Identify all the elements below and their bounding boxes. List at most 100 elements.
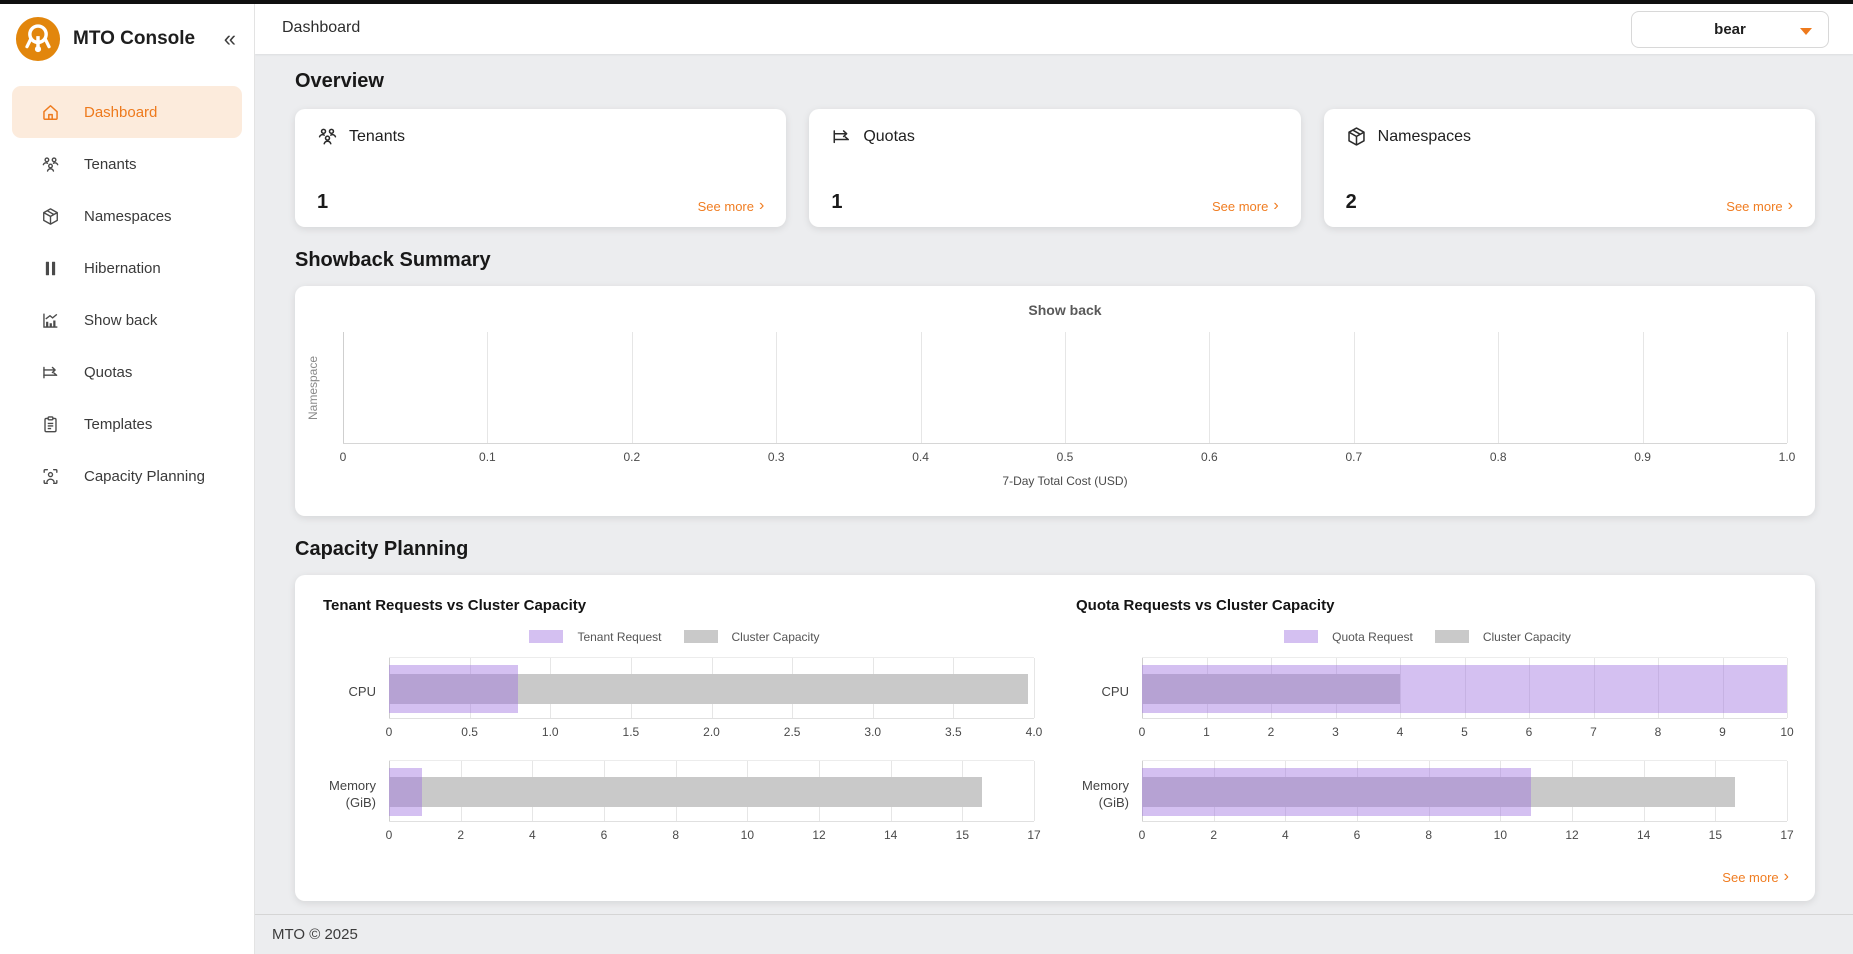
sidebar-item-label: Capacity Planning: [84, 467, 205, 485]
x-axis-ticks: 0 1 2 3 4 5 6 7 8 9 10: [1138, 725, 1794, 747]
cluster-capacity-bar: [1142, 777, 1736, 807]
x-tick-label: 0.5: [1056, 450, 1074, 464]
capacity-heading: Capacity Planning: [295, 538, 469, 560]
sidebar-item-label: Show back: [84, 311, 158, 329]
chart-rows: CPU 0 0.5 1.0 1.5 2.0 2.5 3.0 3.5 4.0 Memory (GiB)…: [323, 657, 1043, 850]
x-axis-ticks: 0 0.5 1.0 1.5 2.0 2.5 3.0 3.5 4.0: [386, 725, 1043, 747]
sidebar-collapse-icon[interactable]: «: [223, 26, 236, 51]
chevron-right-icon: ›: [1787, 197, 1793, 214]
gridline: [1787, 761, 1788, 821]
sidebar-item-quotas[interactable]: Quotas: [12, 346, 242, 398]
card-title: Quotas: [863, 127, 915, 145]
x-tick-label: 14: [883, 828, 898, 842]
copyright-text: MTO © 2025: [272, 926, 358, 943]
namespaces-see-more-link[interactable]: See more ›: [1726, 197, 1793, 215]
capacity-see-more-link[interactable]: See more ›: [1722, 868, 1789, 886]
x-tick-label: 2: [457, 828, 464, 842]
chart-row: CPU 0 0.5 1.0 1.5 2.0 2.5 3.0 3.5 4.0: [323, 657, 1043, 747]
cluster-capacity-bar: [1142, 674, 1400, 704]
quota-capacity-chart: Quota Requests vs Cluster Capacity Quota…: [1076, 597, 1794, 850]
x-tick-label: 15: [955, 828, 970, 842]
chevron-right-icon: ›: [759, 197, 765, 214]
card-value: 2: [1345, 191, 1357, 213]
category-label: Memory (GiB): [1082, 778, 1129, 810]
gridline: [1400, 658, 1401, 718]
x-tick-label: 15: [1708, 828, 1723, 842]
tenants-see-more-link[interactable]: See more ›: [697, 197, 765, 215]
cluster-capacity-bar: [389, 674, 1028, 704]
x-axis-ticks: 0 2 4 6 8 10 12 14 15 17: [386, 828, 1041, 850]
chart-row: Memory (GiB) 0 2 4 6 8 10 12 14 15 17: [323, 760, 1041, 850]
legend-label: Cluster Capacity: [731, 629, 820, 644]
clipboard-icon: [41, 415, 60, 434]
category-label: CPU: [1101, 683, 1129, 699]
tenant-selector-dropdown[interactable]: bear: [1631, 11, 1829, 48]
x-tick-label: 12: [812, 828, 826, 842]
gridline: [1658, 658, 1659, 718]
namespaces-card: Namespaces 2 See more ›: [1323, 109, 1815, 227]
chart-title: Quota Requests vs Cluster Capacity: [1076, 597, 1335, 614]
plot-wrap: 0 1 2 3 4 5 6 7 8 9 10: [1138, 657, 1794, 747]
x-tick-label: 4.0: [1025, 725, 1043, 739]
gridline: [631, 332, 633, 443]
gridline: [343, 332, 344, 443]
sidebar-item-hibernation[interactable]: Hibernation: [12, 242, 242, 294]
mto-logo-icon: [15, 16, 61, 62]
gridline: [487, 332, 489, 443]
quotas-see-more-link[interactable]: See more ›: [1211, 197, 1279, 215]
chart-row: Memory (GiB) 0 2 4 6 8 10 12 14 15 17: [1076, 760, 1794, 850]
plot-area: [1142, 760, 1788, 822]
gridline: [920, 332, 922, 443]
x-tick-label: 0.3: [767, 450, 785, 464]
users-icon: [317, 126, 338, 147]
request-bar: [1142, 768, 1532, 816]
chart-title: Show back: [1028, 302, 1102, 318]
sidebar-item-templates[interactable]: Templates: [12, 398, 242, 450]
sidebar-item-dashboard[interactable]: Dashboard: [12, 86, 242, 138]
x-tick-label: 10: [1780, 725, 1794, 739]
gridline: [1498, 332, 1500, 443]
gridline: [1034, 658, 1035, 718]
sidebar-item-showback[interactable]: Show back: [12, 294, 242, 346]
users-icon: [41, 155, 60, 174]
x-tick-label: 0: [1138, 725, 1146, 739]
sidebar-item-tenants[interactable]: Tenants: [12, 138, 242, 190]
quota-arrows-icon: [831, 126, 852, 147]
sidebar-header: MTO Console «: [0, 4, 254, 72]
sidebar-item-label: Quotas: [84, 363, 133, 381]
x-tick-label: 1.0: [541, 725, 559, 739]
x-tick-label: 12: [1565, 828, 1579, 842]
tenants-card: Tenants 1 See more ›: [295, 109, 787, 227]
x-tick-label: 0.7: [1345, 450, 1363, 464]
x-tick-label: 0: [1138, 828, 1146, 842]
x-tick-label: 0.2: [623, 450, 641, 464]
x-tick-label: 14: [1636, 828, 1651, 842]
card-value: 1: [831, 191, 843, 213]
x-tick-label: 0: [339, 450, 347, 464]
request-bar: [389, 768, 423, 816]
x-tick-label: 1.0: [1778, 450, 1796, 464]
brand-name: MTO Console: [73, 28, 196, 49]
overview-cards-row: Tenants 1 See more › Quotas: [295, 109, 1815, 227]
footer: MTO © 2025: [255, 914, 1853, 954]
x-tick-label: 0.1: [479, 450, 496, 464]
gridline: [1787, 332, 1788, 443]
bar-chart-icon: [41, 311, 60, 330]
x-tick-label: 1: [1203, 725, 1210, 739]
legend-swatch: [1284, 630, 1319, 643]
cluster-capacity-bar: [389, 777, 983, 807]
top-header-bar: Dashboard bear: [255, 4, 1853, 54]
plot-wrap: 0 2 4 6 8 10 12 14 15 17: [386, 760, 1041, 850]
x-tick-label: 8: [672, 828, 679, 842]
x-tick-label: 9: [1719, 725, 1726, 739]
caret-down-icon: [1800, 28, 1812, 35]
gridline: [1529, 658, 1530, 718]
x-tick-label: 3.5: [945, 725, 962, 739]
gridline: [1593, 658, 1595, 718]
x-axis-ticks: 0 0.1 0.2 0.3 0.4 0.5 0.6 0.7 0.8 0.9 1.0: [339, 450, 1796, 470]
sidebar-item-label: Dashboard: [84, 103, 158, 121]
gridline: [1353, 332, 1355, 443]
pause-icon: [41, 259, 60, 278]
sidebar-item-capacity-planning[interactable]: Capacity Planning: [12, 450, 242, 502]
sidebar-item-namespaces[interactable]: Namespaces: [12, 190, 242, 242]
